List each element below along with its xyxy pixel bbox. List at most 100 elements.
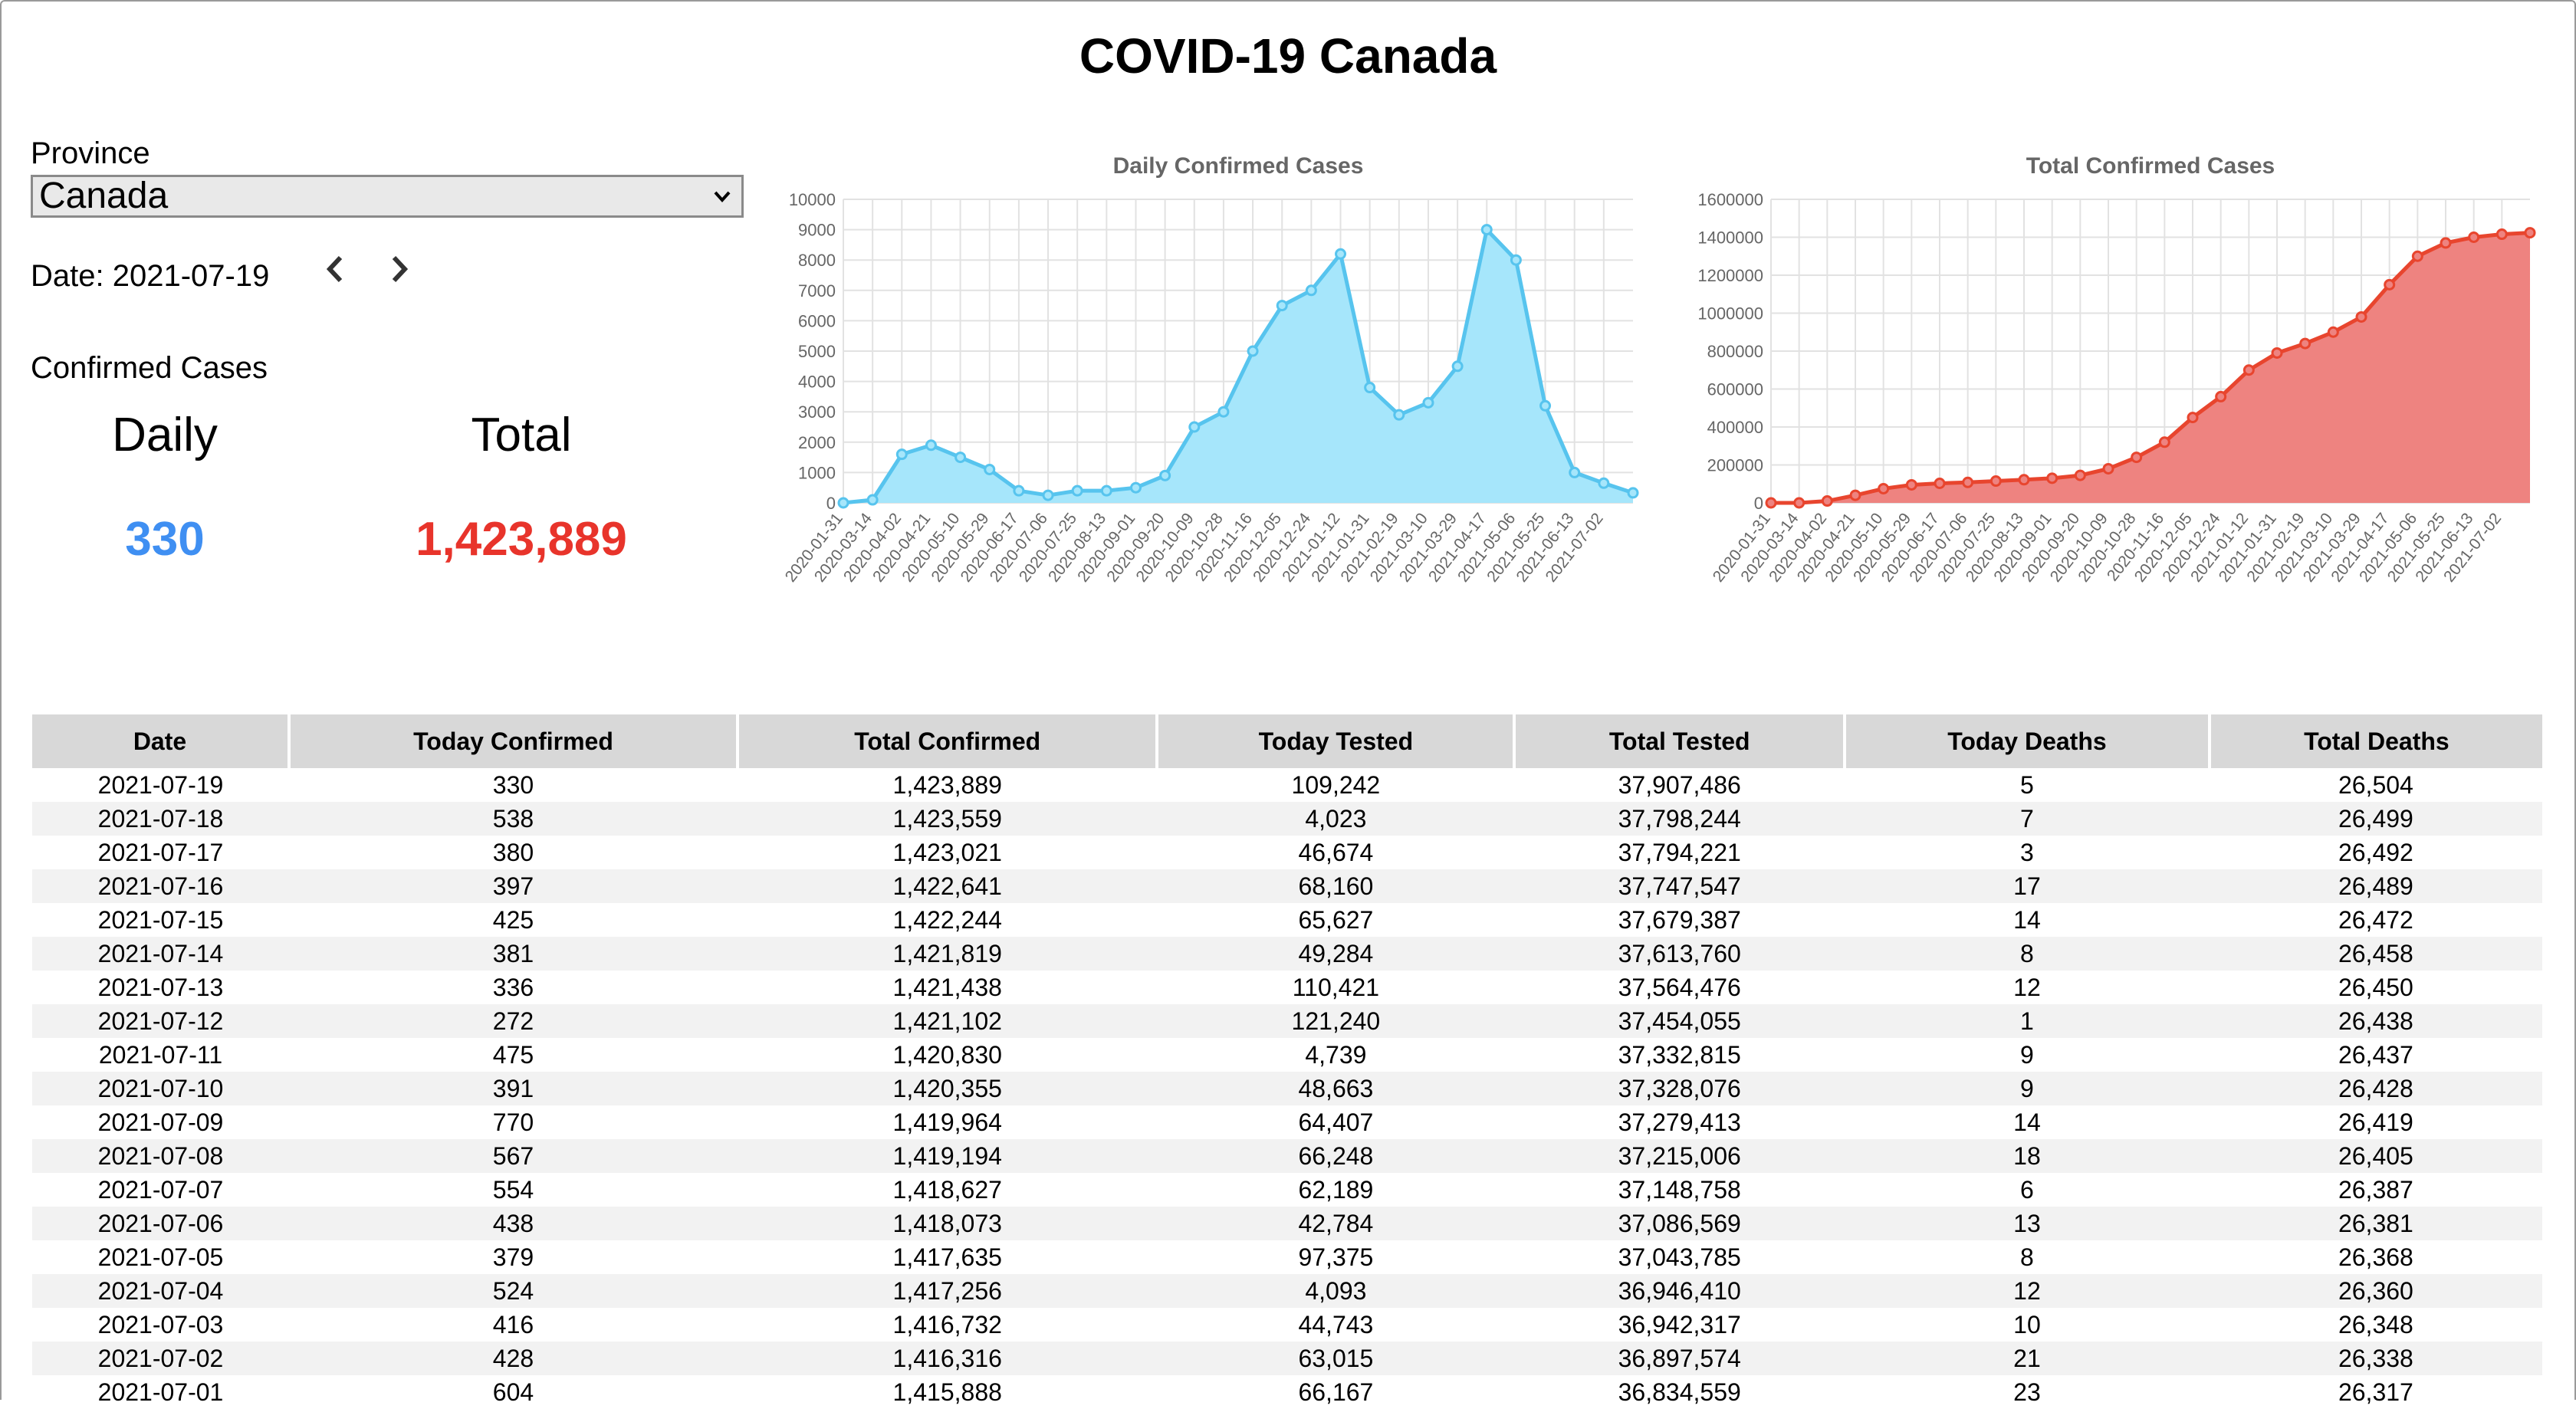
y-tick-label: 0 — [826, 494, 836, 513]
data-point — [1042, 489, 1054, 501]
data-point — [1129, 481, 1142, 494]
table-row: 2021-07-14 381 1,421,819 49,284 37,613,760 8 2… — [32, 937, 2542, 971]
data-point — [2411, 250, 2423, 262]
data-point — [2158, 436, 2170, 448]
table-cell: 46,674 — [1298, 838, 1374, 866]
table-cell: 37,747,547 — [1514, 869, 1845, 903]
table-row: 2021-07-06 438 1,418,073 42,784 37,086,569 13… — [32, 1207, 2542, 1240]
data-point — [1217, 406, 1230, 418]
table-cell: 26,492 — [2338, 838, 2413, 866]
table-cell: 37,086,569 — [1514, 1207, 1845, 1240]
data-point — [1934, 478, 1946, 490]
table-cell: 63,015 — [1157, 1342, 1515, 1375]
table-cell: 8 — [1845, 937, 2210, 971]
data-point — [2468, 232, 2480, 243]
data-point — [1510, 254, 1522, 266]
column-header[interactable]: Total Deaths — [2209, 714, 2542, 768]
table-row: 2021-07-02 428 1,416,316 63,015 36,897,574 21… — [32, 1342, 2542, 1375]
table-cell: 2021-07-15 — [97, 905, 224, 934]
data-point — [1480, 224, 1493, 236]
column-header[interactable]: Total Tested — [1514, 714, 1847, 768]
table-cell: 1,417,635 — [892, 1243, 1002, 1271]
table-cell: 121,240 — [1157, 1004, 1515, 1038]
data-point — [1100, 484, 1112, 497]
table-row: 2021-07-01 604 1,415,888 66,167 36,834,559 23… — [32, 1375, 2542, 1409]
table-row: 2021-07-07 554 1,418,627 62,189 37,148,758 6 2… — [32, 1173, 2542, 1207]
table-cell: 554 — [492, 1175, 534, 1204]
column-header[interactable]: Today Confirmed — [288, 714, 740, 768]
data-point — [2018, 474, 2030, 486]
table-cell: 26,338 — [2209, 1342, 2542, 1375]
table-cell: 1,419,194 — [738, 1139, 1158, 1173]
table-cell: 770 — [492, 1108, 534, 1136]
table-cell: 64,407 — [1298, 1108, 1374, 1136]
table-cell: 428 — [288, 1342, 738, 1375]
y-tick-label: 8000 — [798, 251, 836, 270]
column-header[interactable]: Today Tested — [1157, 714, 1516, 768]
table-cell: 2021-07-06 — [32, 1207, 289, 1240]
data-point — [2524, 227, 2536, 239]
chevron-right-icon[interactable] — [380, 250, 419, 288]
table-cell: 26,504 — [2338, 770, 2413, 799]
table-cell: 567 — [288, 1139, 738, 1173]
y-tick-label: 1400000 — [1697, 228, 1763, 248]
table-cell: 9 — [2020, 1040, 2034, 1069]
series-line — [1771, 231, 2531, 505]
table-cell: 13 — [1845, 1207, 2210, 1240]
table-cell: 2021-07-01 — [97, 1378, 224, 1406]
table-cell: 26,348 — [2338, 1310, 2413, 1338]
data-point — [1905, 478, 1917, 491]
table-cell: 9 — [1845, 1072, 2210, 1105]
table-row: 2021-07-13 336 1,421,438 110,421 37,564,476 1… — [32, 971, 2542, 1004]
table-cell: 1,415,888 — [892, 1378, 1002, 1406]
column-header[interactable]: Total Confirmed — [738, 714, 1159, 768]
table-cell: 8 — [2020, 1243, 2034, 1271]
data-point — [2384, 278, 2396, 291]
table-cell: 2021-07-13 — [97, 973, 224, 1001]
data-point — [2242, 364, 2255, 376]
table-cell: 37,148,758 — [1618, 1175, 1741, 1204]
table-cell: 26,438 — [2209, 1004, 2542, 1038]
data-point — [1393, 409, 1405, 421]
table-cell: 44,743 — [1298, 1310, 1374, 1338]
table-cell: 1,421,438 — [892, 973, 1002, 1001]
data-point — [1878, 482, 1890, 494]
table-cell: 425 — [492, 905, 534, 934]
table-cell: 397 — [288, 869, 738, 903]
table-cell: 1,423,559 — [738, 802, 1158, 836]
table-cell: 2021-07-05 — [97, 1243, 224, 1271]
data-point — [1765, 497, 1777, 509]
table-row: 2021-07-18 538 1,423,559 4,023 37,798,244 7 26… — [32, 802, 2542, 836]
table-cell: 475 — [492, 1040, 534, 1069]
data-point — [1247, 345, 1259, 357]
daily-value: 330 — [125, 513, 205, 566]
table-cell: 26,419 — [2338, 1108, 2413, 1136]
column-header[interactable]: Today Deaths — [1845, 714, 2211, 768]
table-cell: 1,422,641 — [738, 869, 1158, 903]
series-area — [1771, 232, 2530, 503]
data-point — [2355, 310, 2367, 323]
table-cell: 37,279,413 — [1618, 1108, 1741, 1136]
table-cell: 37,613,760 — [1514, 937, 1845, 971]
data-point — [2299, 337, 2312, 350]
province-label: Province — [31, 136, 150, 170]
table-cell: 36,897,574 — [1514, 1342, 1845, 1375]
data-point — [2271, 347, 2283, 359]
table-cell: 36,942,317 — [1618, 1310, 1741, 1338]
table-cell: 1,416,316 — [738, 1342, 1158, 1375]
data-point — [2215, 390, 2227, 402]
table-row: 2021-07-15 425 1,422,244 65,627 37,679,387 14… — [32, 903, 2542, 937]
province-select[interactable]: Canada — [31, 175, 744, 218]
table-cell: 21 — [1845, 1342, 2210, 1375]
table-cell: 391 — [288, 1072, 738, 1105]
y-tick-label: 1600000 — [1697, 190, 1763, 209]
column-header[interactable]: Date — [32, 714, 291, 768]
table-cell: 381 — [288, 937, 738, 971]
data-point — [1364, 382, 1376, 394]
table-cell: 26,405 — [2209, 1139, 2542, 1173]
table-cell: 49,284 — [1157, 937, 1515, 971]
data-point — [2440, 237, 2452, 249]
chevron-left-icon[interactable] — [316, 250, 354, 288]
data-table: Date Today Confirmed Total Confirmed Today … — [32, 714, 2542, 1409]
table-cell: 26,450 — [2338, 973, 2413, 1001]
